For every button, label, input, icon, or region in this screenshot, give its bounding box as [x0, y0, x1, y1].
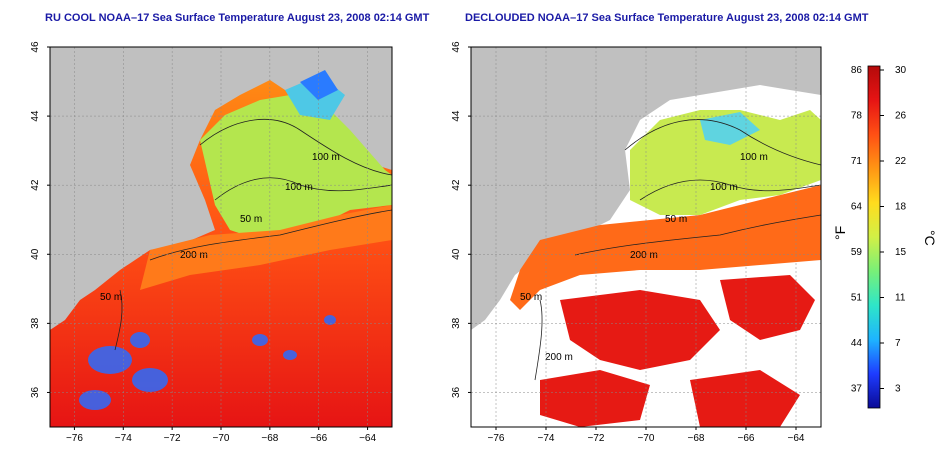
contour-label: 100 m: [285, 182, 313, 193]
y-axis-ticks-left: 36 38 40 42 44 46: [30, 41, 50, 398]
colorbar-c-label: 30: [895, 65, 907, 76]
colorbar-c-label: 18: [895, 202, 907, 213]
x-tick-label: −66: [738, 433, 755, 444]
land-mass: [471, 47, 821, 330]
y-tick-label: 46: [451, 41, 462, 53]
x-tick-label: −66: [310, 433, 327, 444]
cold-water-patch-2: [300, 70, 338, 100]
colorbar-c-label: 26: [895, 111, 907, 122]
y-tick-label: 38: [30, 317, 41, 329]
bathymetry-contours: [534, 119, 821, 381]
contour-label: 50 m: [240, 214, 262, 225]
colorbar-celsius-ticks: 30 26 22 18 15 11 7 3: [880, 65, 907, 395]
contour-label: 50 m: [100, 292, 122, 303]
warm-water: [510, 185, 821, 310]
land-mass: [50, 47, 392, 330]
x-axis-ticks-left: −76 −74 −72 −70 −68 −66 −64: [66, 427, 376, 444]
y-tick-label: 38: [451, 317, 462, 329]
x-tick-label: −68: [688, 433, 705, 444]
colorbar-f-label: 64: [851, 202, 863, 213]
colorbar-c-label: 7: [895, 338, 901, 349]
cold-water-patch: [700, 112, 760, 145]
colorbar-unit-f: °F: [832, 226, 848, 240]
y-tick-label: 42: [30, 179, 41, 191]
x-tick-label: −76: [488, 433, 505, 444]
colorbar-f-label: 78: [851, 111, 863, 122]
x-tick-label: −68: [261, 433, 278, 444]
colorbar: [867, 65, 881, 409]
colorbar-c-label: 11: [895, 293, 906, 304]
colorbar-fahrenheit-ticks: 86 78 71 64 59 51 44 37: [851, 65, 863, 395]
cold-eddies: [79, 315, 336, 410]
y-axis-ticks-right: 36 38 40 42 44 46: [451, 41, 471, 398]
contour-label: 50 m: [520, 292, 542, 303]
x-tick-label: −72: [164, 433, 181, 444]
contour-label: 50 m: [665, 214, 687, 225]
y-tick-label: 44: [451, 110, 462, 122]
panel-title-right: DECLOUDED NOAA–17 Sea Surface Temperatur…: [465, 12, 869, 24]
colorbar-unit-c: °C: [922, 230, 938, 246]
colorbar-c-label: 15: [895, 247, 907, 258]
contour-label: 200 m: [180, 250, 208, 261]
x-tick-label: −74: [538, 433, 555, 444]
contour-label: 100 m: [740, 152, 768, 163]
colorbar-c-label: 22: [895, 156, 907, 167]
colorbar-f-label: 86: [851, 65, 863, 76]
contour-label: 200 m: [545, 352, 573, 363]
y-tick-label: 36: [451, 386, 462, 398]
x-tick-label: −70: [213, 433, 230, 444]
slope-water: [140, 205, 392, 290]
contour-labels-left: 100 m 100 m 50 m 200 m 50 m: [100, 152, 340, 303]
colorbar-f-label: 37: [851, 384, 863, 395]
x-tick-label: −72: [588, 433, 605, 444]
x-tick-label: −70: [638, 433, 655, 444]
grid-right: [471, 46, 821, 427]
colorbar-f-label: 44: [851, 338, 863, 349]
contour-labels-right: 100 m 100 m 50 m 200 m 50 m 200 m: [520, 152, 768, 363]
y-tick-label: 44: [30, 110, 41, 122]
colorbar-f-label: 59: [851, 247, 863, 258]
x-axis-ticks-right: −76 −74 −72 −70 −68 −66 −64: [488, 427, 805, 444]
cool-shelf-water: [200, 95, 392, 240]
cool-shelf-water: [630, 110, 821, 215]
contour-label: 100 m: [710, 182, 738, 193]
warm-patches: [540, 275, 815, 427]
x-tick-label: −74: [115, 433, 132, 444]
y-tick-label: 46: [30, 41, 41, 53]
y-tick-label: 42: [451, 179, 462, 191]
colorbar-f-label: 71: [851, 156, 863, 167]
y-tick-label: 40: [451, 248, 462, 260]
contour-label: 100 m: [312, 152, 340, 163]
sst-map-right: 100 m 100 m 50 m 200 m 50 m 200 m: [471, 47, 821, 427]
y-tick-label: 36: [30, 386, 41, 398]
contour-label: 200 m: [630, 250, 658, 261]
x-tick-label: −76: [66, 433, 83, 444]
x-tick-label: −64: [788, 433, 805, 444]
panel-title-left: RU COOL NOAA–17 Sea Surface Temperature …: [45, 12, 430, 24]
colorbar-c-label: 3: [895, 384, 901, 395]
colorbar-f-label: 51: [851, 293, 863, 304]
x-tick-label: −64: [359, 433, 376, 444]
y-tick-label: 40: [30, 248, 41, 260]
